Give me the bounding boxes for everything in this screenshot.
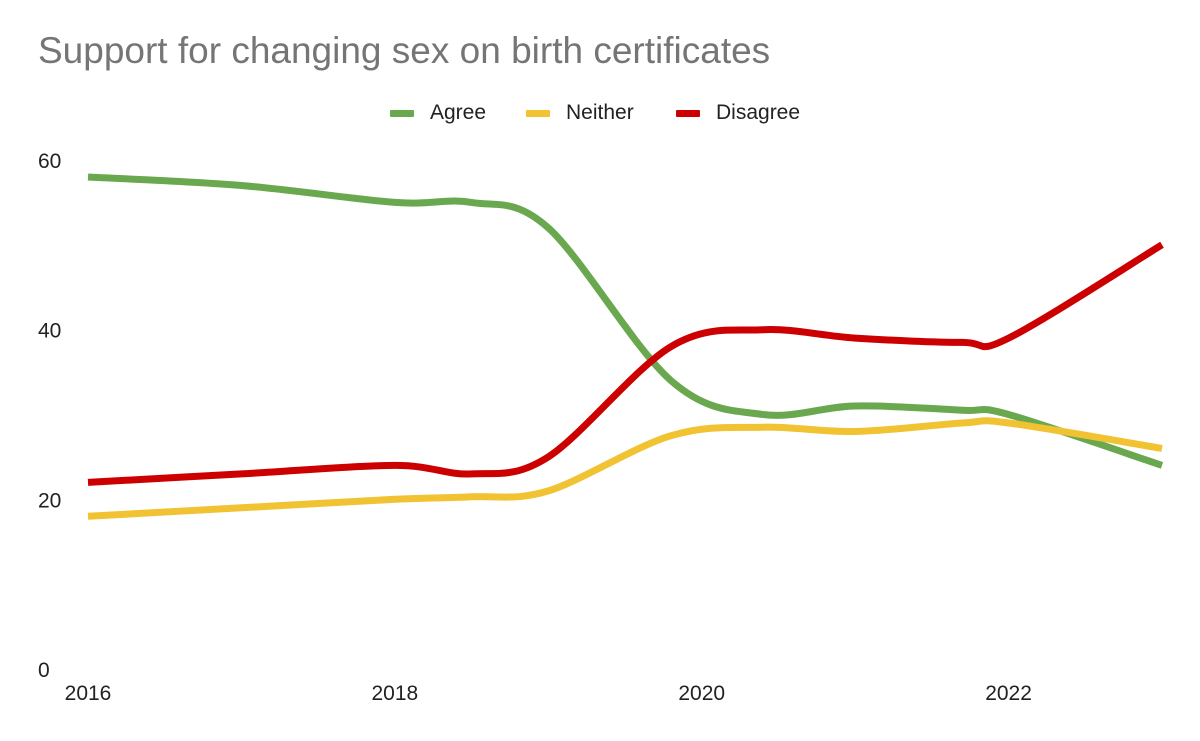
legend: Agree Neither Disagree	[0, 98, 1200, 128]
legend-label-neither: Neither	[566, 101, 634, 124]
series-line-disagree	[87, 241, 1164, 486]
x-tick-label: 2020	[678, 682, 725, 705]
y-tick-label: 60	[38, 150, 61, 173]
legend-item-disagree: Disagree	[676, 98, 800, 128]
legend-label-disagree: Disagree	[716, 101, 801, 124]
series-line-neither	[87, 417, 1163, 520]
legend-item-agree: Agree	[390, 98, 486, 128]
chart-title: Support for changing sex on birth certif…	[38, 30, 771, 71]
legend-swatch-neither	[526, 109, 550, 117]
x-tick-label: 2018	[371, 682, 418, 705]
legend-swatch-disagree	[676, 109, 700, 117]
y-tick-label: 40	[38, 320, 61, 343]
x-tick-label: 2022	[985, 682, 1032, 705]
y-tick-label: 0	[38, 659, 50, 682]
legend-item-neither: Neither	[526, 98, 634, 128]
series-line-agree	[87, 173, 1164, 469]
x-tick-label: 2016	[65, 682, 112, 705]
y-tick-label: 20	[38, 489, 61, 512]
legend-swatch-agree	[390, 109, 414, 117]
legend-label-agree: Agree	[430, 101, 487, 124]
